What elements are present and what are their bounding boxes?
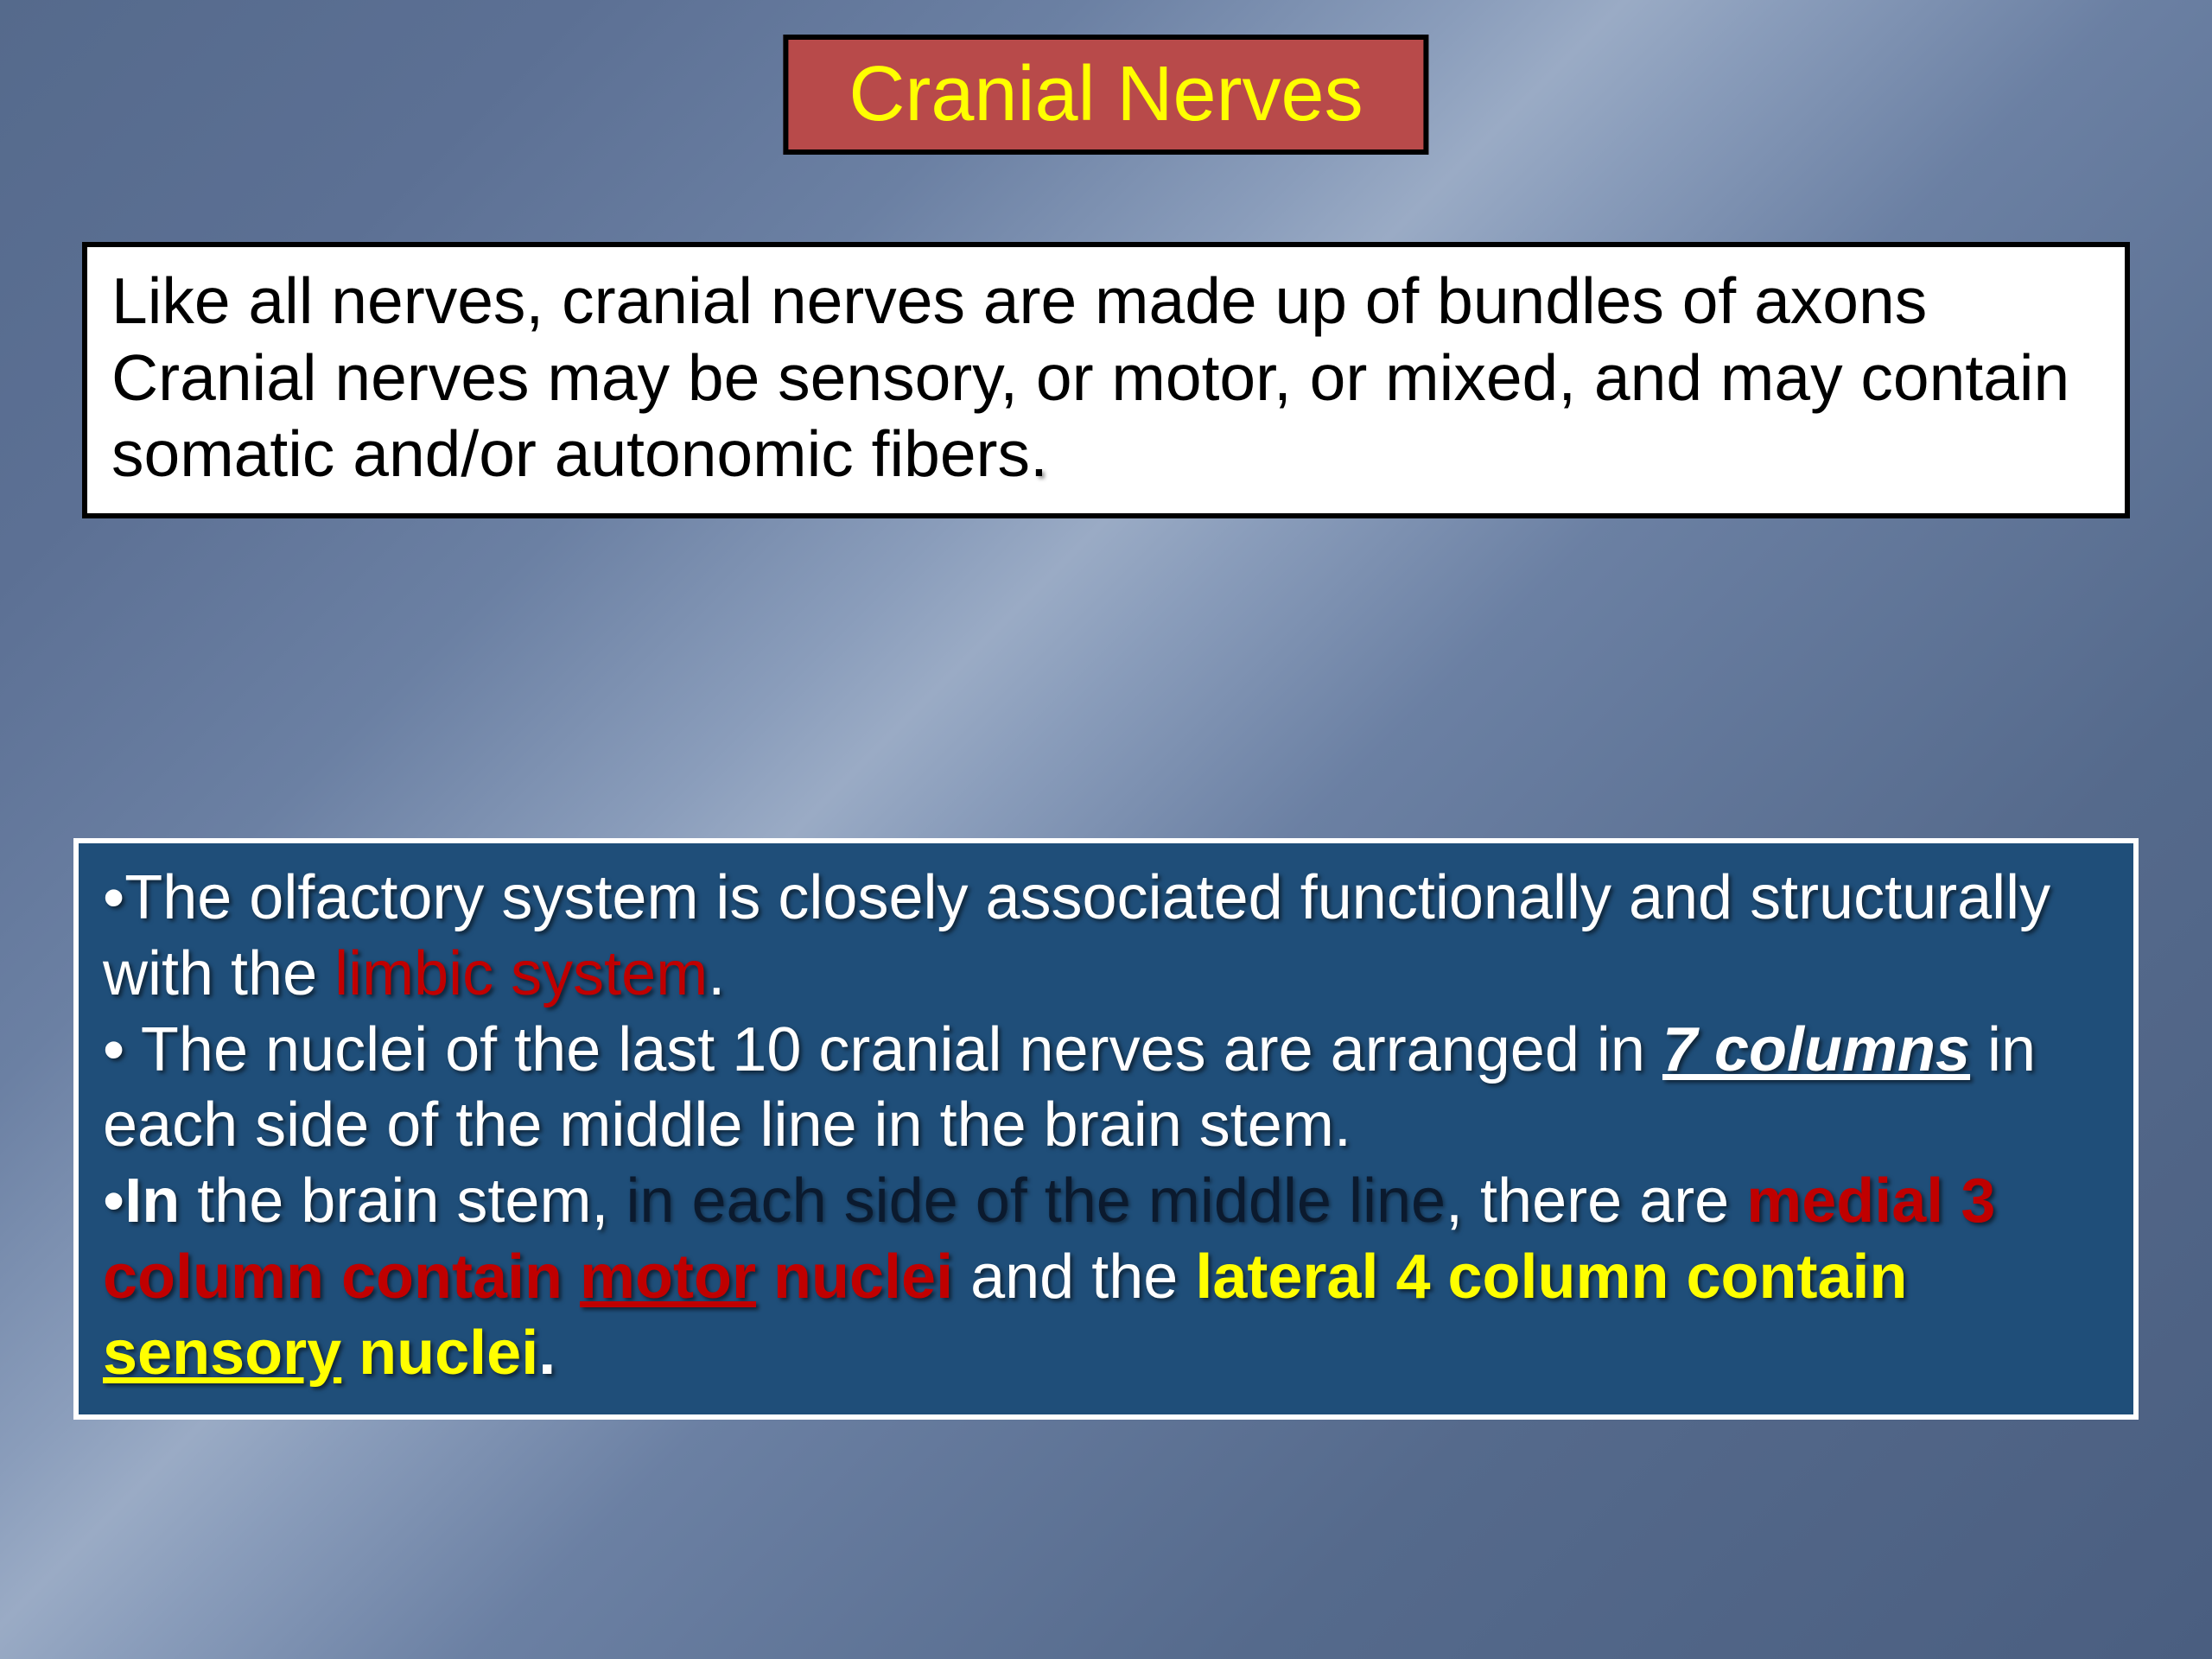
b3-dark-phrase: in each side of the middle line xyxy=(626,1166,1446,1236)
b1-text-c: . xyxy=(708,939,725,1008)
b1-limbic: limbic system xyxy=(334,939,708,1008)
b3-and: and the xyxy=(953,1243,1195,1312)
b2-seven-columns: 7 columns xyxy=(1662,1015,1970,1084)
bullet-3: • xyxy=(103,1166,124,1236)
b3-sensory: sensory xyxy=(103,1319,341,1388)
intro-text-box: Like all nerves, cranial nerves are made… xyxy=(82,242,2130,518)
b3-motor: motor xyxy=(580,1243,756,1312)
b3-yel2: nuclei xyxy=(341,1319,538,1388)
b3-text-a: the brain stem, xyxy=(180,1166,626,1236)
detail-text-box: •The olfactory system is closely associa… xyxy=(73,838,2139,1420)
slide-title-box: Cranial Nerves xyxy=(783,35,1428,155)
b3-text-b: , there are xyxy=(1446,1166,1746,1236)
b3-period: . xyxy=(538,1319,556,1388)
intro-line2: Cranial nerves may be sensory, or motor,… xyxy=(111,341,2069,491)
intro-line1: Like all nerves, cranial nerves are made… xyxy=(111,264,1927,337)
b3-red2: nuclei xyxy=(756,1243,953,1312)
intro-period: . xyxy=(1030,417,1048,490)
b3-in: In xyxy=(124,1166,180,1236)
b3-yel1: lateral 4 column contain xyxy=(1195,1243,1907,1312)
b2-text-a: The nuclei of the last 10 cranial nerves… xyxy=(124,1015,1662,1084)
slide-title: Cranial Nerves xyxy=(849,51,1363,137)
bullet-2: • xyxy=(103,1015,124,1084)
bullet-1: • xyxy=(103,863,124,932)
